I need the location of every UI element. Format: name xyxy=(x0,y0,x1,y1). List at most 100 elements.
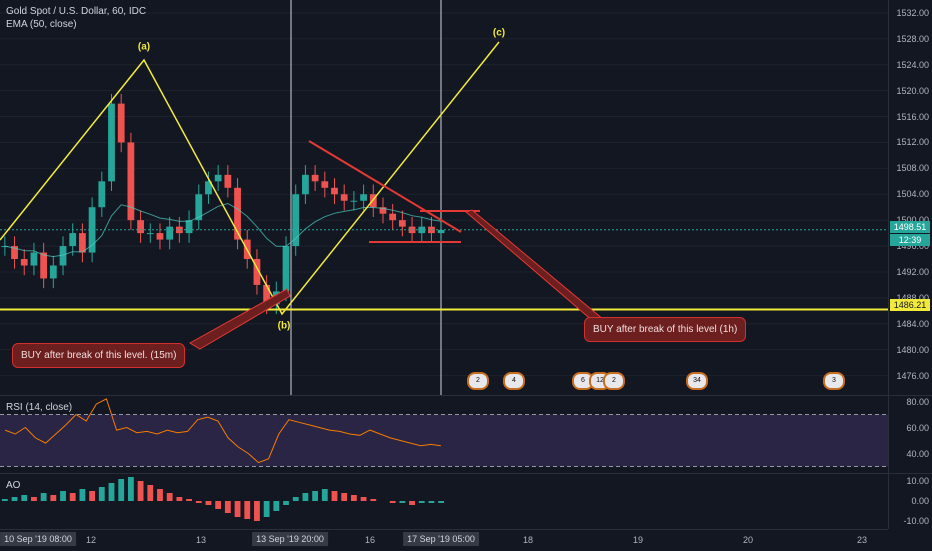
rsi-tick-label: 60.00 xyxy=(906,422,929,433)
candle xyxy=(205,181,212,195)
ema-line xyxy=(4,202,442,258)
candle xyxy=(292,194,300,247)
candle xyxy=(263,284,271,305)
economic-event-badge[interactable]: 3 xyxy=(823,372,845,390)
candle xyxy=(428,226,435,234)
pane-separator[interactable] xyxy=(0,395,932,396)
candle xyxy=(108,103,115,182)
price-tick-label: 1524.00 xyxy=(896,59,929,70)
ema-legend[interactable]: EMA (50, close) xyxy=(6,19,77,30)
candle xyxy=(20,259,28,266)
candle xyxy=(389,213,397,221)
candle xyxy=(214,174,222,182)
price-axis[interactable]: 1532.00 1528.00 1524.00 1520.00 1516.00 1512.… xyxy=(888,0,932,529)
candle xyxy=(166,226,174,240)
candle xyxy=(398,220,406,227)
candle xyxy=(146,233,154,235)
candle xyxy=(302,174,309,195)
price-chart[interactable] xyxy=(0,0,888,395)
ao-legend[interactable]: AO xyxy=(6,480,21,491)
time-tick-label: 23 xyxy=(856,535,868,545)
economic-event-badge[interactable]: 2 xyxy=(603,372,625,390)
last-price-tag: 1498.51 xyxy=(890,221,930,233)
time-tick-label: 18 xyxy=(522,535,534,545)
rsi-line xyxy=(4,398,441,464)
candle xyxy=(253,259,261,285)
candle xyxy=(350,200,358,202)
economic-event-badge[interactable]: 4 xyxy=(503,372,525,390)
price-tick-label: 1528.00 xyxy=(896,33,929,44)
time-box-left: 10 Sep '19 08:00 xyxy=(0,532,76,546)
rsi-tick-label: 40.00 xyxy=(906,448,929,459)
candle xyxy=(234,187,241,240)
time-tick-label: 13 xyxy=(195,535,207,545)
time-tick-label: 19 xyxy=(632,535,644,545)
symbol-legend[interactable]: Gold Spot / U.S. Dollar, 60, IDC xyxy=(6,6,147,17)
rsi-band xyxy=(0,414,888,467)
candle xyxy=(137,220,144,234)
candle xyxy=(331,187,338,195)
candle xyxy=(59,246,67,266)
candle xyxy=(282,246,290,292)
callout-pointer-15m xyxy=(189,288,291,350)
wave-label-c: (c) xyxy=(492,27,506,39)
ao-chart[interactable] xyxy=(0,473,888,529)
time-box-mid: 13 Sep '19 20:00 xyxy=(252,532,328,546)
candle xyxy=(311,174,319,182)
callout-1h[interactable]: BUY after break of this level (1h) xyxy=(584,317,747,342)
candle xyxy=(79,233,86,253)
pane-separator[interactable] xyxy=(0,473,932,474)
ao-tick-label: 10.00 xyxy=(906,476,929,486)
candle xyxy=(185,220,193,234)
time-axis[interactable]: 10 Sep '19 08:00 13 Sep '19 20:00 17 Sep… xyxy=(0,529,888,551)
rsi-legend[interactable]: RSI (14, close) xyxy=(6,402,73,413)
triangle-upper-line xyxy=(308,140,462,233)
candle xyxy=(11,246,18,260)
price-tick-label: 1516.00 xyxy=(896,111,929,122)
economic-event-badge[interactable]: 34 xyxy=(686,372,708,390)
time-box-right: 17 Sep '19 05:00 xyxy=(403,532,479,546)
callout-pointer-1h xyxy=(465,209,606,323)
price-tick-label: 1520.00 xyxy=(896,85,929,96)
ao-tick-label: -10.00 xyxy=(903,516,929,526)
time-tick-label: 20 xyxy=(742,535,754,545)
candle xyxy=(40,252,48,279)
price-tick-label: 1508.00 xyxy=(896,163,929,174)
candle xyxy=(127,142,135,221)
economic-event-badge[interactable]: 2 xyxy=(467,372,489,390)
time-tick-label: 12 xyxy=(85,535,97,545)
level-price-tag: 1486.21 xyxy=(890,299,930,311)
callout-15m[interactable]: BUY after break of this level. (15m) xyxy=(12,343,186,368)
candle xyxy=(379,207,387,214)
price-tick-label: 1496.00 xyxy=(896,241,929,252)
price-tick-label: 1532.00 xyxy=(896,7,929,18)
price-tick-label: 1512.00 xyxy=(896,137,929,148)
candle xyxy=(340,194,348,201)
candle xyxy=(437,229,445,234)
price-tick-label: 1488.00 xyxy=(896,292,929,303)
wave-label-a: (a) xyxy=(137,41,151,53)
candle xyxy=(98,181,106,208)
wave-abc-line xyxy=(0,41,500,316)
price-tick-label: 1476.00 xyxy=(896,370,929,381)
candle xyxy=(175,226,183,234)
candle xyxy=(195,194,203,221)
rsi-tick-label: 80.00 xyxy=(906,396,929,407)
price-tick-label: 1480.00 xyxy=(896,344,929,355)
rsi-chart[interactable] xyxy=(0,395,888,473)
candle xyxy=(49,265,57,279)
candle xyxy=(30,252,38,266)
wave-label-b: (b) xyxy=(277,320,291,332)
candle xyxy=(224,174,232,188)
candle xyxy=(117,103,125,143)
candle xyxy=(360,194,367,201)
candle xyxy=(321,181,329,188)
ao-tick-label: 0.00 xyxy=(911,496,929,506)
price-tick-label: 1484.00 xyxy=(896,318,929,329)
candle xyxy=(156,233,164,240)
time-tick-label: 16 xyxy=(364,535,376,545)
countdown-tag: 12:39 xyxy=(890,234,930,246)
price-tick-label: 1492.00 xyxy=(896,266,929,277)
price-tick-label: 1500.00 xyxy=(896,215,929,225)
candle xyxy=(69,233,77,247)
